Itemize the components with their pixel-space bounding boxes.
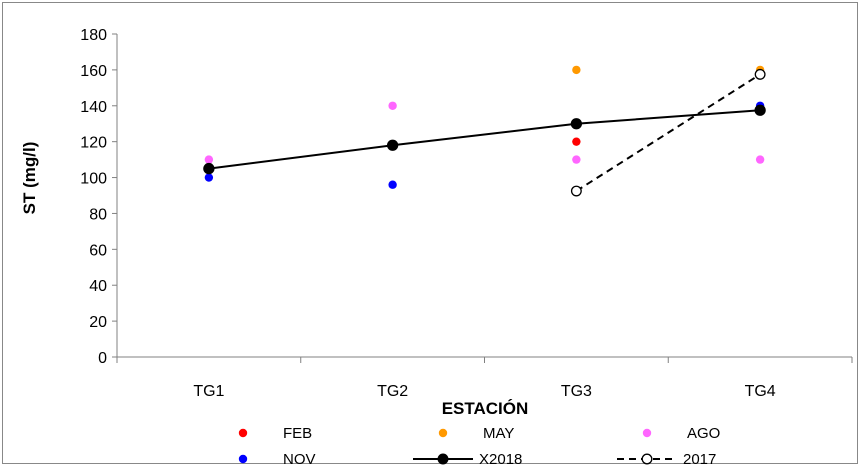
y-tick-label: 120: [80, 135, 107, 152]
legend-label-2017: 2017: [683, 451, 716, 465]
legend-label-ago: AGO: [687, 425, 720, 442]
point-x2018: [386, 139, 399, 151]
point-ago: [572, 155, 581, 164]
point-may: [572, 65, 581, 75]
y-tick-label: 0: [98, 350, 107, 367]
series-line-x2018: [208, 109, 761, 170]
point-x2018: [203, 162, 215, 175]
legend-marker-feb: [238, 428, 248, 438]
point-x2018: [754, 104, 766, 116]
point-2017: [754, 68, 766, 80]
point-nov: [388, 180, 397, 189]
legend-label-feb: FEB: [283, 425, 312, 442]
axes: 0 20 40 60 80 100 120 140 160 180 TG1 TG2 TG3 TG4: [80, 27, 853, 400]
x-tick-label: TG2: [377, 383, 408, 400]
chart-svg: 0 20 40 60 80 100 120 140 160 180 TG1 TG2 TG3 TG4 ST …: [20, 27, 853, 468]
y-tick-label: 60: [89, 242, 107, 259]
y-axis-label: ST (mg/l): [20, 142, 39, 215]
legend-label-nov: NOV: [283, 451, 316, 465]
chart-marks: [203, 65, 766, 197]
legend-label-x2018: X2018: [479, 451, 522, 465]
point-nov: [204, 173, 214, 182]
point-2017: [570, 185, 582, 197]
y-tick-label: 80: [89, 206, 107, 223]
y-tick-label: 180: [80, 27, 107, 44]
y-tick-label: 20: [89, 314, 107, 331]
y-tick-label: 140: [80, 99, 107, 116]
point-ago: [755, 155, 765, 164]
legend-marker-2017: [641, 453, 653, 465]
y-tick-label: 40: [89, 278, 107, 295]
point-ago: [204, 155, 214, 164]
point-x2018: [570, 118, 583, 130]
legend-marker-may: [438, 428, 448, 438]
point-ago: [388, 101, 397, 110]
y-tick-label: 160: [80, 63, 107, 80]
x-tick-label: TG3: [561, 383, 592, 400]
x-axis-label: ESTACIÓN: [442, 399, 529, 418]
legend-marker-x2018: [437, 453, 449, 465]
series-line-2017: [575, 73, 761, 192]
legend: FEB MAY AGO NOV X2018 2017: [238, 425, 720, 468]
y-tick-label: 100: [80, 171, 107, 188]
legend-marker-ago: [642, 428, 652, 438]
legend-label-may: MAY: [483, 425, 514, 442]
point-feb: [572, 137, 581, 146]
x-tick-label: TG1: [193, 383, 224, 400]
legend-marker-nov: [238, 454, 248, 464]
x-tick-label: TG4: [745, 383, 776, 400]
